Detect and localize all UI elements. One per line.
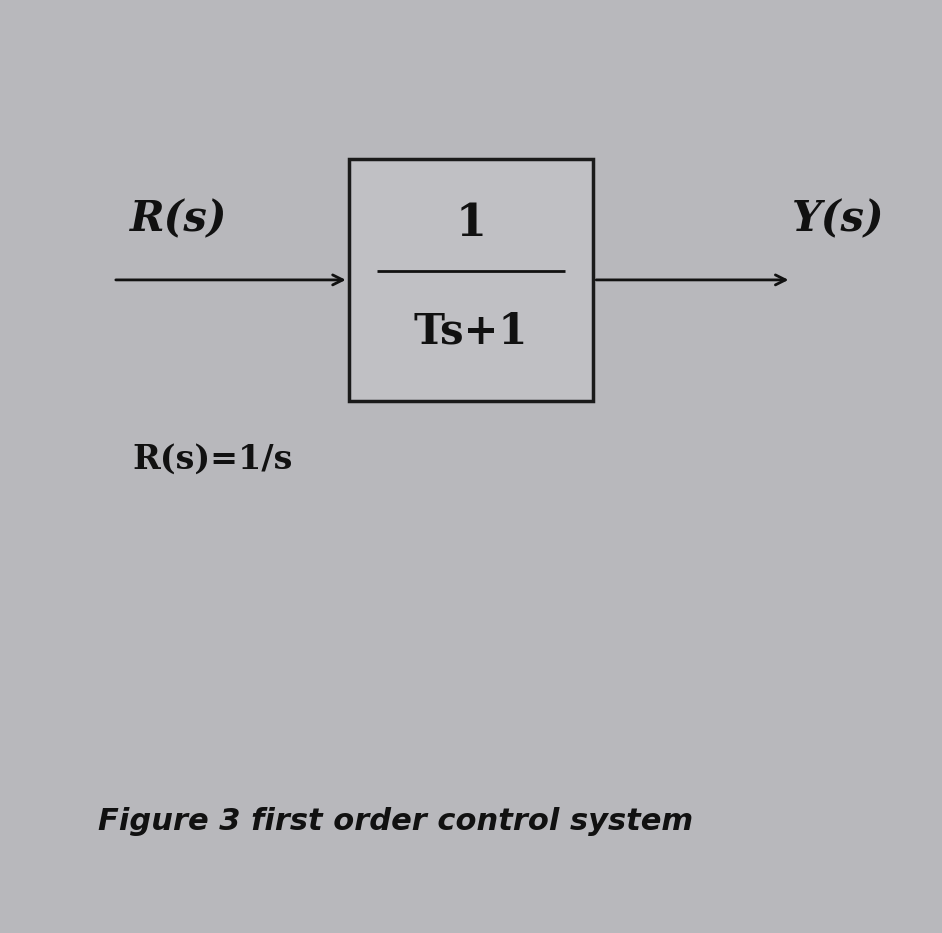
Text: Y(s): Y(s) <box>792 198 885 241</box>
Text: Figure 3 first order control system: Figure 3 first order control system <box>98 806 693 836</box>
Text: R(s): R(s) <box>130 198 228 241</box>
Bar <box>349 159 593 401</box>
Text: Ts+1: Ts+1 <box>414 310 528 353</box>
Text: R(s)=1/s: R(s)=1/s <box>132 443 292 476</box>
Text: 1: 1 <box>456 202 486 245</box>
